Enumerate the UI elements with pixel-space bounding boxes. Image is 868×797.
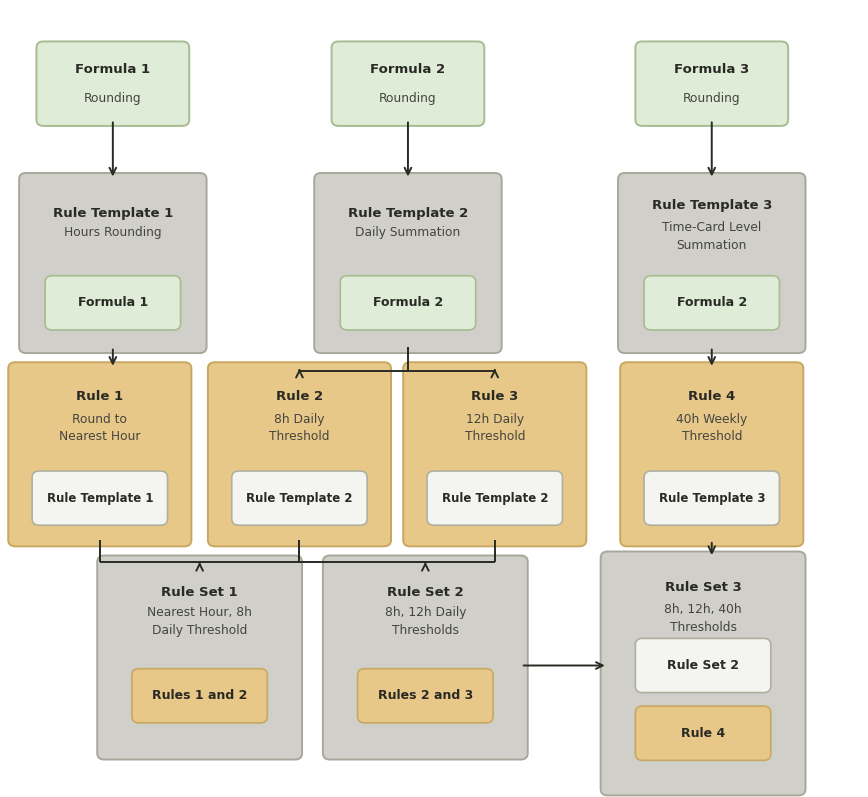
FancyBboxPatch shape xyxy=(635,638,771,693)
FancyBboxPatch shape xyxy=(314,173,502,353)
Text: Rule Template 1: Rule Template 1 xyxy=(53,207,173,220)
FancyBboxPatch shape xyxy=(36,41,189,126)
Text: Formula 2: Formula 2 xyxy=(371,63,445,76)
Text: Rounding: Rounding xyxy=(683,92,740,104)
Text: Threshold: Threshold xyxy=(269,430,330,443)
Text: Time-Card Level: Time-Card Level xyxy=(662,222,761,234)
Text: Rule Set 1: Rule Set 1 xyxy=(161,586,238,599)
Text: Rule 2: Rule 2 xyxy=(276,391,323,403)
Text: Formula 2: Formula 2 xyxy=(373,296,443,309)
Text: 12h Daily: 12h Daily xyxy=(466,413,523,426)
Text: Summation: Summation xyxy=(676,239,747,252)
Text: Rule Template 3: Rule Template 3 xyxy=(652,199,772,212)
FancyBboxPatch shape xyxy=(97,556,302,760)
FancyBboxPatch shape xyxy=(132,669,267,723)
Text: Rule Template 2: Rule Template 2 xyxy=(247,492,352,505)
FancyBboxPatch shape xyxy=(403,363,587,547)
Text: Rule 4: Rule 4 xyxy=(681,727,725,740)
FancyBboxPatch shape xyxy=(32,471,168,525)
Text: Rule Template 2: Rule Template 2 xyxy=(348,207,468,220)
Text: 8h, 12h, 40h: 8h, 12h, 40h xyxy=(664,603,742,616)
FancyBboxPatch shape xyxy=(45,276,181,330)
Text: Hours Rounding: Hours Rounding xyxy=(64,226,161,239)
Text: Formula 2: Formula 2 xyxy=(677,296,746,309)
FancyBboxPatch shape xyxy=(618,173,806,353)
FancyBboxPatch shape xyxy=(601,552,806,795)
FancyBboxPatch shape xyxy=(323,556,528,760)
Text: Rules 2 and 3: Rules 2 and 3 xyxy=(378,689,473,702)
Text: Nearest Hour: Nearest Hour xyxy=(59,430,141,443)
Text: Thresholds: Thresholds xyxy=(669,621,737,634)
Text: Rule Template 1: Rule Template 1 xyxy=(47,492,153,505)
Text: Formula 1: Formula 1 xyxy=(76,63,150,76)
FancyBboxPatch shape xyxy=(358,669,493,723)
Text: Formula 3: Formula 3 xyxy=(674,63,749,76)
Text: Threshold: Threshold xyxy=(681,430,742,443)
Text: Rule 1: Rule 1 xyxy=(76,391,123,403)
Text: Rule Set 2: Rule Set 2 xyxy=(667,659,739,672)
FancyBboxPatch shape xyxy=(340,276,476,330)
Text: 40h Weekly: 40h Weekly xyxy=(676,413,747,426)
Text: 8h, 12h Daily: 8h, 12h Daily xyxy=(385,607,466,619)
FancyBboxPatch shape xyxy=(635,706,771,760)
FancyBboxPatch shape xyxy=(644,276,779,330)
FancyBboxPatch shape xyxy=(232,471,367,525)
FancyBboxPatch shape xyxy=(620,363,804,547)
FancyBboxPatch shape xyxy=(9,363,192,547)
Text: Rule Set 2: Rule Set 2 xyxy=(387,586,464,599)
Text: Formula 1: Formula 1 xyxy=(78,296,148,309)
Text: Rule 4: Rule 4 xyxy=(688,391,735,403)
FancyBboxPatch shape xyxy=(19,173,207,353)
Text: Daily Threshold: Daily Threshold xyxy=(152,624,247,637)
Text: Rule Template 3: Rule Template 3 xyxy=(659,492,765,505)
Text: Rule Template 2: Rule Template 2 xyxy=(442,492,548,505)
Text: Thresholds: Thresholds xyxy=(391,624,459,637)
Text: 8h Daily: 8h Daily xyxy=(274,413,325,426)
Text: Nearest Hour, 8h: Nearest Hour, 8h xyxy=(148,607,252,619)
FancyBboxPatch shape xyxy=(635,41,788,126)
Text: Rule 3: Rule 3 xyxy=(471,391,518,403)
Text: Rounding: Rounding xyxy=(84,92,141,104)
FancyBboxPatch shape xyxy=(644,471,779,525)
Text: Rule Set 3: Rule Set 3 xyxy=(665,581,741,594)
FancyBboxPatch shape xyxy=(427,471,562,525)
Text: Threshold: Threshold xyxy=(464,430,525,443)
Text: Rounding: Rounding xyxy=(379,92,437,104)
Text: Round to: Round to xyxy=(72,413,128,426)
FancyBboxPatch shape xyxy=(332,41,484,126)
FancyBboxPatch shape xyxy=(207,363,391,547)
Text: Rules 1 and 2: Rules 1 and 2 xyxy=(152,689,247,702)
Text: Daily Summation: Daily Summation xyxy=(355,226,461,239)
